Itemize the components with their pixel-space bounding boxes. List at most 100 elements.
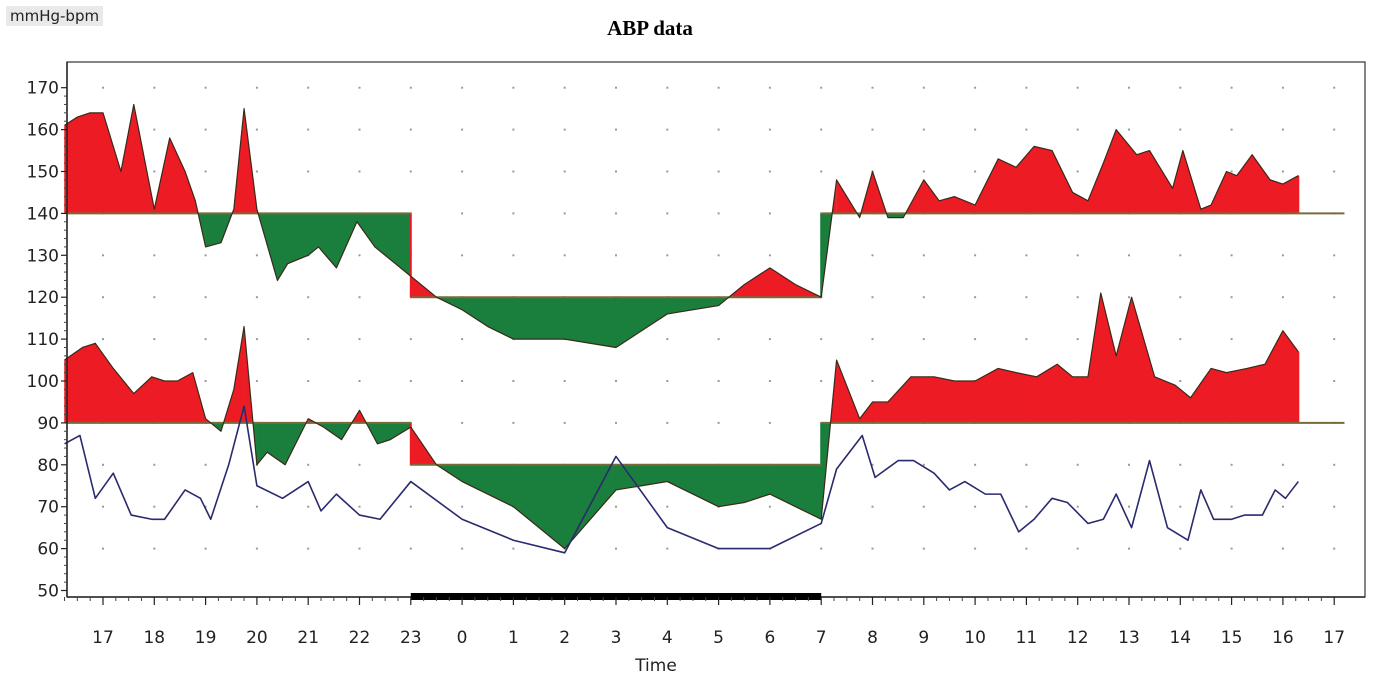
grid-dot (1025, 296, 1028, 299)
grid-dot (1025, 505, 1028, 508)
grid-dot (102, 463, 104, 466)
grid-dot (512, 86, 515, 89)
grid-dot (255, 380, 258, 382)
grid-dot (1076, 338, 1079, 341)
x-tick-label: 22 (349, 628, 371, 648)
grid-dot (974, 128, 977, 131)
grid-dot (461, 212, 464, 215)
grid-dot (717, 380, 720, 382)
grid-dot (768, 212, 771, 215)
grid-dot (461, 421, 464, 424)
grid-dot (1076, 463, 1079, 466)
grid-dot (307, 463, 310, 466)
y-tick-label: 50 (37, 582, 59, 602)
grid-dot (358, 128, 361, 131)
step-edge (820, 213, 823, 298)
diastolic-above-area (82, 342, 96, 424)
grid-dot (615, 380, 617, 382)
grid-dot (358, 463, 361, 466)
grid-dot (922, 505, 925, 508)
grid-dot (153, 170, 156, 173)
grid-dot (512, 380, 515, 382)
grid-dot (615, 128, 617, 131)
grid-dot (1230, 338, 1233, 341)
grid-dot (1333, 463, 1336, 466)
y-tick-label: 140 (27, 204, 59, 224)
grid-dot (615, 170, 617, 173)
grid-dot (1025, 338, 1028, 341)
grid-dot (461, 338, 464, 341)
grid-dot (615, 547, 617, 550)
diastolic-above-area (997, 368, 1017, 424)
grid-dot (1128, 86, 1130, 89)
x-tick-label: 16 (1272, 628, 1294, 648)
grid-dot (615, 86, 617, 89)
grid-dot (871, 380, 874, 382)
grid-dot (1230, 170, 1233, 173)
grid-dot (615, 505, 617, 508)
grid-dot (922, 463, 925, 466)
grid-dot (1076, 505, 1079, 508)
grid-dot (1128, 463, 1130, 466)
grid-dot (1128, 296, 1130, 299)
sleep-period-bar (410, 593, 822, 600)
x-tick-label: 15 (1221, 628, 1243, 648)
grid-dot (204, 338, 207, 341)
grid-dot (666, 338, 669, 341)
grid-dot (768, 421, 771, 424)
grid-dot (974, 547, 977, 550)
y-axis-unit-label: mmHg-bpm (6, 6, 104, 26)
grid-dot (1333, 296, 1336, 299)
grid-dot (255, 254, 258, 257)
systolic-above-area (1136, 150, 1150, 214)
x-tick-label: 4 (662, 628, 673, 648)
x-axis-ticks: 17 18 19 20 21 22 23 0 1 2 3 4 5 6 7 8 9 10 11 12 13 14 15 16 17 (64, 597, 1345, 648)
grid-dot (204, 380, 207, 382)
grid-dot (1281, 170, 1284, 173)
grid-dot (1281, 86, 1284, 89)
x-tick-label: 21 (297, 628, 319, 648)
grid-dot (563, 212, 566, 215)
x-tick-label: 8 (867, 628, 878, 648)
step-edge (820, 422, 823, 465)
grid-dot (1128, 547, 1130, 550)
grid-dot (1230, 86, 1233, 89)
grid-dot (204, 505, 207, 508)
grid-dot (922, 296, 925, 299)
diastolic-below-area (718, 464, 745, 508)
y-tick-label: 70 (37, 498, 59, 518)
grid-dot (512, 547, 515, 550)
grid-dot (974, 338, 977, 341)
grid-dot (1076, 547, 1079, 550)
diastolic-above-area (933, 376, 955, 424)
grid-dot (461, 128, 464, 131)
grid-dot (871, 338, 874, 341)
y-tick-label: 170 (27, 79, 59, 99)
grid-dot (409, 380, 412, 382)
grid-dot (666, 380, 669, 382)
y-tick-label: 110 (27, 330, 59, 350)
grid-dot (1179, 254, 1182, 257)
grid-dot (717, 338, 720, 341)
grid-dot (717, 170, 720, 173)
step-edge (409, 422, 412, 465)
x-tick-label: 12 (1067, 628, 1089, 648)
grid-dot (255, 505, 258, 508)
grid-dot (204, 547, 207, 550)
grid-dot (358, 505, 361, 508)
chart-title: ABP data (607, 16, 693, 40)
grid-dot (512, 421, 515, 424)
grid-dot (922, 254, 925, 257)
grid-dot (666, 170, 669, 173)
y-tick-label: 90 (37, 414, 59, 434)
grid-dot (1179, 463, 1182, 466)
grid-dot (1333, 505, 1336, 508)
diastolic-above-area (1210, 368, 1227, 424)
grid-dot (1230, 547, 1233, 550)
grid-dot (820, 86, 823, 89)
x-tick-label: 0 (457, 628, 468, 648)
grid-dot (1333, 547, 1336, 550)
grid-dot (871, 254, 874, 257)
y-tick-label: 130 (27, 246, 59, 266)
